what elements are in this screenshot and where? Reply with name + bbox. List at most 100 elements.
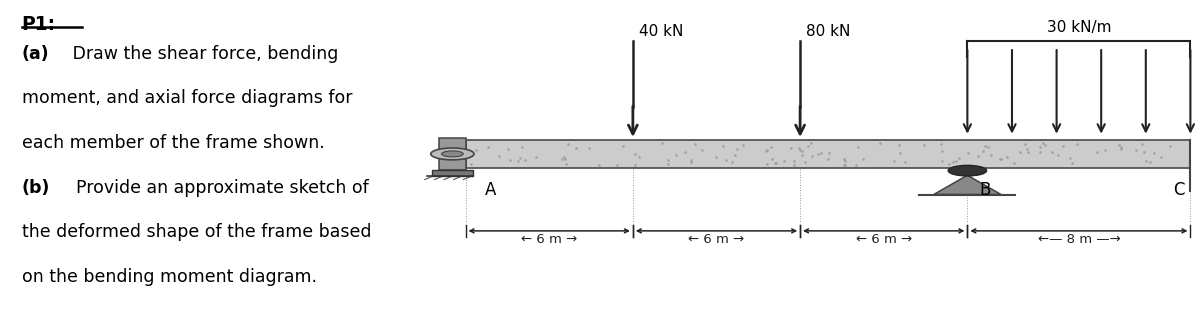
- Point: [1096, 148, 1115, 153]
- Text: ← 6 m →: ← 6 m →: [856, 232, 912, 246]
- Point: [508, 158, 527, 164]
- Point: [722, 160, 742, 165]
- Point: [932, 159, 952, 164]
- Point: [997, 155, 1016, 160]
- Point: [629, 155, 648, 160]
- Point: [781, 146, 800, 151]
- Point: [1004, 160, 1024, 166]
- Point: [1111, 146, 1130, 152]
- Point: [653, 140, 672, 146]
- Point: [1054, 144, 1073, 149]
- Point: [949, 156, 968, 161]
- Point: [515, 158, 534, 163]
- Point: [809, 151, 828, 157]
- Point: [766, 160, 785, 165]
- Text: on the bending moment diagram.: on the bending moment diagram.: [22, 268, 317, 286]
- Text: Draw the shear force, bending: Draw the shear force, bending: [67, 45, 338, 63]
- Point: [682, 159, 701, 164]
- Point: [835, 162, 854, 167]
- Point: [1048, 153, 1067, 158]
- Point: [1019, 150, 1038, 155]
- Point: [968, 153, 988, 159]
- Point: [890, 150, 910, 156]
- Point: [756, 149, 775, 154]
- Point: [726, 152, 745, 158]
- Polygon shape: [934, 175, 1001, 194]
- Point: [1140, 159, 1159, 164]
- Point: [1042, 149, 1061, 154]
- Point: [846, 162, 865, 167]
- Point: [785, 163, 804, 168]
- Point: [1133, 141, 1152, 146]
- Point: [510, 156, 529, 161]
- Point: [836, 159, 856, 164]
- Text: ← 6 m →: ← 6 m →: [689, 232, 745, 246]
- Point: [554, 154, 574, 160]
- Point: [1010, 149, 1030, 155]
- Bar: [432, 169, 473, 175]
- Point: [1109, 143, 1128, 148]
- Point: [757, 147, 776, 153]
- Text: moment, and axial force diagrams for: moment, and axial force diagrams for: [22, 89, 352, 107]
- Point: [818, 157, 838, 162]
- Point: [940, 161, 959, 166]
- Point: [512, 145, 532, 150]
- Point: [790, 145, 809, 150]
- Text: Provide an approximate sketch of: Provide an approximate sketch of: [65, 179, 368, 197]
- Point: [1031, 149, 1050, 154]
- Point: [685, 141, 704, 147]
- Text: B: B: [979, 181, 991, 199]
- Point: [1136, 158, 1156, 163]
- Point: [607, 162, 626, 167]
- Point: [959, 151, 978, 156]
- Point: [914, 142, 934, 147]
- Point: [1060, 155, 1079, 161]
- Point: [870, 140, 889, 145]
- Point: [566, 145, 586, 151]
- Point: [803, 153, 822, 158]
- Point: [802, 140, 821, 145]
- Text: 80 kN: 80 kN: [806, 24, 851, 39]
- Point: [713, 144, 732, 149]
- Text: ← 6 m →: ← 6 m →: [521, 232, 577, 246]
- Point: [716, 157, 736, 162]
- Point: [556, 157, 575, 162]
- Point: [792, 152, 811, 158]
- Point: [707, 154, 726, 159]
- Point: [767, 161, 786, 166]
- Point: [791, 147, 810, 153]
- Point: [757, 161, 776, 166]
- Point: [552, 156, 571, 162]
- Point: [490, 153, 509, 158]
- Point: [976, 143, 995, 148]
- Point: [1018, 146, 1037, 152]
- Point: [1087, 149, 1106, 155]
- Text: each member of the frame shown.: each member of the frame shown.: [22, 134, 324, 152]
- Text: P1:: P1:: [22, 15, 55, 34]
- Point: [1068, 142, 1087, 147]
- Text: the deformed shape of the frame based: the deformed shape of the frame based: [22, 223, 371, 241]
- Point: [462, 161, 481, 166]
- Point: [659, 157, 678, 163]
- Point: [1160, 143, 1180, 148]
- Point: [466, 147, 485, 152]
- Point: [784, 159, 803, 164]
- Point: [1063, 160, 1082, 166]
- Bar: [466, 140, 1190, 168]
- Point: [556, 162, 575, 167]
- Circle shape: [431, 148, 474, 160]
- Point: [613, 143, 632, 149]
- Point: [947, 159, 966, 164]
- Point: [991, 157, 1010, 162]
- Point: [667, 153, 686, 158]
- Point: [625, 162, 644, 167]
- Point: [820, 151, 839, 156]
- Point: [835, 163, 854, 168]
- Point: [774, 159, 793, 164]
- Point: [1033, 140, 1052, 146]
- Point: [848, 145, 868, 150]
- Point: [1031, 144, 1050, 149]
- Point: [659, 162, 678, 167]
- Text: 30 kN/m: 30 kN/m: [1046, 20, 1111, 34]
- Circle shape: [442, 151, 463, 157]
